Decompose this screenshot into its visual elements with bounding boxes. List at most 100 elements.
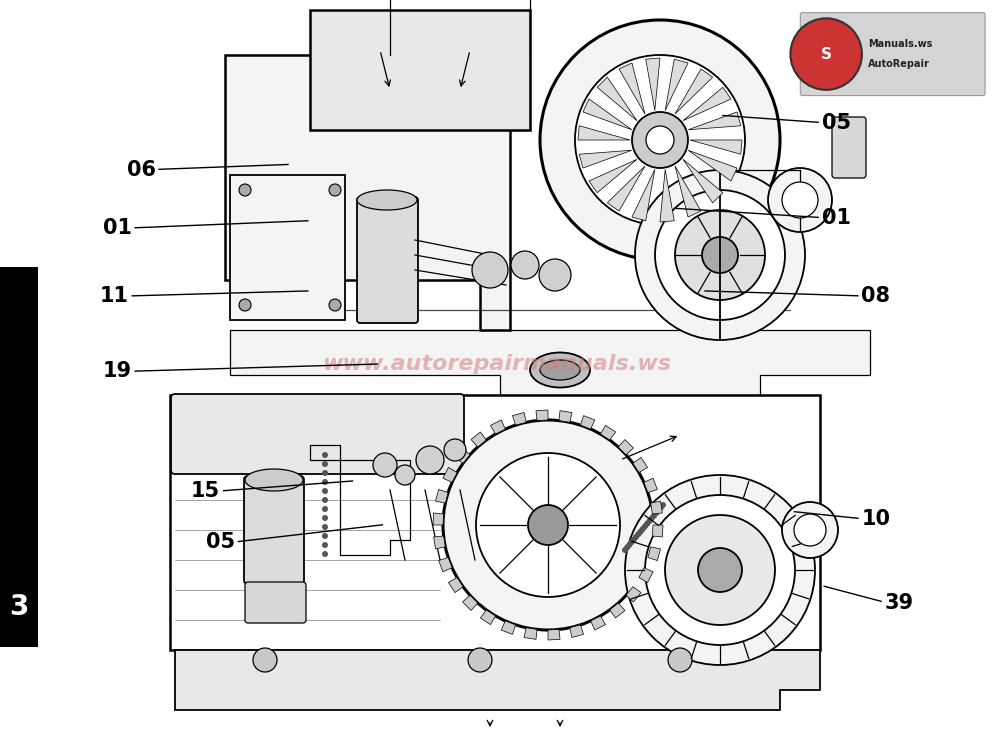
Circle shape [631, 537, 637, 542]
Circle shape [622, 547, 628, 553]
Circle shape [642, 523, 648, 529]
Circle shape [373, 453, 397, 477]
Circle shape [668, 648, 692, 672]
Ellipse shape [530, 352, 590, 387]
Text: 08: 08 [861, 286, 891, 306]
Circle shape [528, 505, 568, 545]
Polygon shape [688, 151, 737, 181]
Ellipse shape [245, 469, 303, 491]
Circle shape [253, 648, 277, 672]
Text: 06: 06 [126, 159, 156, 180]
Polygon shape [175, 650, 820, 710]
Circle shape [322, 524, 328, 530]
FancyBboxPatch shape [800, 12, 985, 96]
Circle shape [329, 299, 341, 311]
Circle shape [443, 420, 653, 630]
Polygon shape [548, 629, 560, 640]
Polygon shape [683, 159, 723, 202]
Circle shape [395, 465, 415, 485]
Polygon shape [650, 501, 662, 514]
Polygon shape [660, 170, 674, 222]
Circle shape [782, 502, 838, 558]
Polygon shape [536, 410, 548, 420]
Polygon shape [610, 603, 625, 618]
Circle shape [540, 20, 780, 260]
Circle shape [511, 251, 539, 279]
Polygon shape [578, 126, 630, 140]
Polygon shape [463, 595, 478, 610]
Circle shape [645, 495, 795, 645]
Ellipse shape [540, 360, 580, 380]
Circle shape [539, 259, 571, 291]
Circle shape [665, 515, 775, 625]
Polygon shape [626, 587, 641, 602]
Polygon shape [645, 58, 660, 110]
Text: 01: 01 [821, 208, 851, 228]
Circle shape [698, 548, 742, 592]
Polygon shape [619, 63, 645, 114]
Circle shape [768, 168, 832, 232]
Polygon shape [443, 468, 457, 482]
Circle shape [322, 515, 328, 521]
Circle shape [657, 504, 663, 511]
Circle shape [476, 453, 620, 597]
Circle shape [239, 184, 251, 196]
Bar [0, 267, 38, 647]
Circle shape [322, 479, 328, 485]
Circle shape [322, 470, 328, 476]
Circle shape [627, 542, 633, 548]
Polygon shape [501, 621, 515, 635]
Circle shape [632, 112, 688, 168]
Circle shape [646, 518, 652, 524]
Polygon shape [449, 577, 463, 593]
Circle shape [782, 182, 818, 218]
Circle shape [644, 520, 650, 526]
Circle shape [634, 534, 639, 539]
Polygon shape [471, 432, 487, 447]
Polygon shape [638, 568, 653, 583]
Circle shape [575, 55, 745, 225]
Circle shape [660, 502, 666, 508]
Circle shape [322, 542, 328, 548]
Polygon shape [643, 478, 657, 493]
Polygon shape [601, 425, 616, 440]
Bar [170, 395, 820, 650]
Circle shape [322, 452, 328, 458]
Text: Manuals.ws: Manuals.ws [868, 39, 932, 49]
Circle shape [239, 299, 251, 311]
Polygon shape [690, 140, 742, 154]
Circle shape [625, 545, 631, 550]
Circle shape [653, 510, 659, 516]
Polygon shape [455, 448, 470, 463]
Polygon shape [439, 558, 452, 572]
Polygon shape [675, 69, 713, 114]
Circle shape [322, 506, 328, 512]
Polygon shape [608, 166, 645, 211]
FancyBboxPatch shape [832, 117, 866, 178]
Circle shape [444, 439, 466, 461]
Polygon shape [512, 412, 526, 425]
Circle shape [646, 126, 674, 154]
Polygon shape [633, 458, 647, 472]
Circle shape [416, 446, 444, 474]
Circle shape [794, 514, 826, 546]
Circle shape [629, 539, 635, 545]
Polygon shape [688, 112, 741, 129]
Circle shape [322, 551, 328, 557]
Polygon shape [225, 55, 510, 330]
Text: 05: 05 [821, 113, 851, 133]
Text: S: S [820, 47, 832, 61]
Text: 10: 10 [861, 509, 891, 529]
Text: 15: 15 [191, 481, 220, 501]
Text: 39: 39 [884, 593, 914, 613]
Text: 3: 3 [9, 593, 29, 621]
Circle shape [468, 648, 492, 672]
Polygon shape [310, 10, 530, 130]
Polygon shape [683, 87, 731, 121]
Polygon shape [436, 490, 448, 503]
Circle shape [322, 497, 328, 503]
Circle shape [322, 461, 328, 467]
Circle shape [329, 184, 341, 196]
Polygon shape [481, 610, 496, 624]
Text: 01: 01 [102, 218, 132, 238]
